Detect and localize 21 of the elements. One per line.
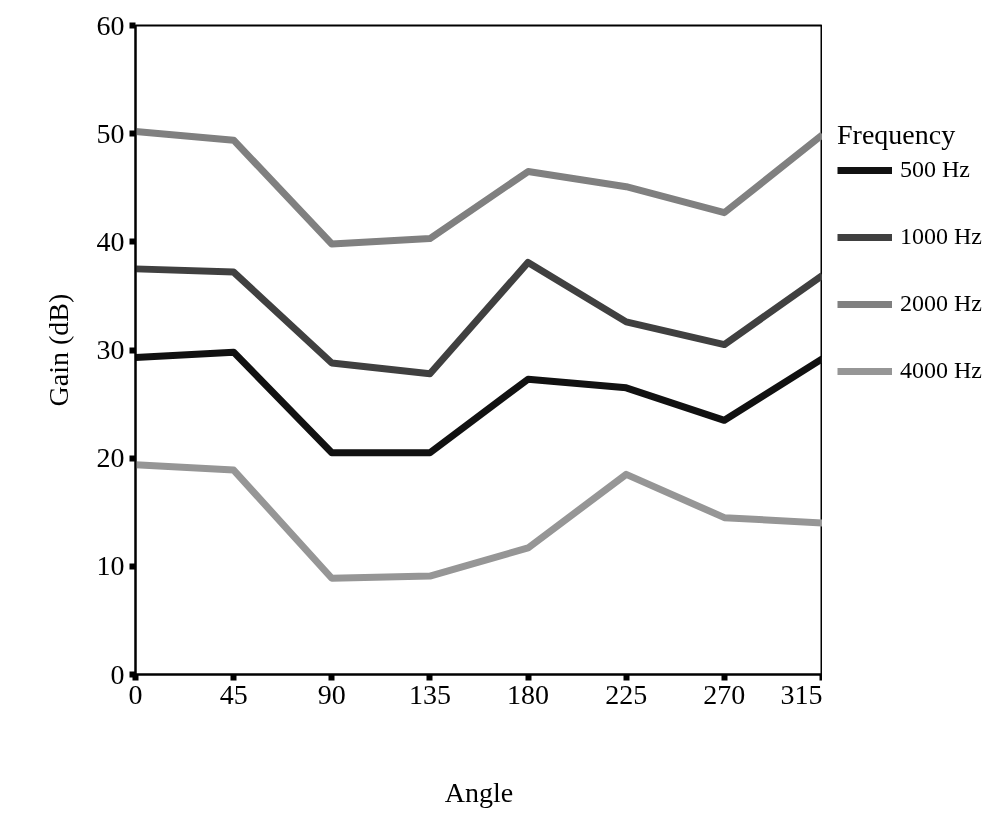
y-tick-label: 50 bbox=[96, 117, 125, 149]
x-axis-title: Angle bbox=[444, 776, 514, 808]
legend-title: Frequency bbox=[837, 119, 957, 151]
x-tick-label: 90 bbox=[317, 678, 346, 710]
x-tick-label: 315 bbox=[780, 678, 823, 710]
legend-label: 1000 Hz bbox=[900, 223, 982, 250]
legend-label: 4000 Hz bbox=[900, 357, 982, 384]
y-tick-label: 20 bbox=[96, 442, 125, 474]
x-tick-label: 270 bbox=[703, 678, 746, 710]
y-tick-label: 10 bbox=[96, 550, 125, 582]
x-tick-label: 45 bbox=[219, 678, 248, 710]
x-tick-label: 135 bbox=[408, 678, 451, 710]
y-tick-label: 40 bbox=[96, 225, 125, 257]
y-tick-label: 60 bbox=[96, 9, 125, 41]
legend-label: 500 Hz bbox=[900, 156, 970, 183]
y-tick-label: 30 bbox=[96, 334, 125, 365]
x-tick-label: 225 bbox=[605, 678, 648, 710]
legend-label: 2000 Hz bbox=[900, 290, 982, 317]
x-tick-label: 180 bbox=[507, 678, 550, 710]
y-axis-title: Gain (dB) bbox=[42, 293, 74, 407]
y-tick-label: 0 bbox=[110, 658, 125, 690]
